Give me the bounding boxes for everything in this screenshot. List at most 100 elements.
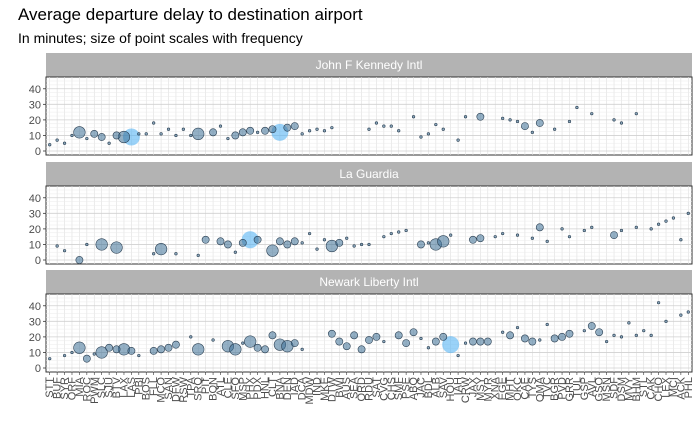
data-point	[656, 301, 661, 305]
data-point	[261, 345, 269, 354]
data-point	[218, 124, 223, 128]
data-point	[107, 141, 111, 145]
data-point	[649, 333, 653, 337]
chart-subtitle: In minutes; size of point scales with fr…	[18, 30, 303, 46]
x-tick-label: ABQ	[408, 377, 420, 401]
data-point	[172, 340, 180, 349]
data-point	[560, 227, 564, 231]
x-tick-label: BWI	[334, 377, 346, 398]
x-tick-label: PVD	[557, 377, 569, 400]
data-point	[419, 336, 423, 341]
data-point	[508, 118, 512, 122]
data-point	[431, 337, 440, 346]
data-point	[159, 132, 163, 136]
x-tick-label: SAN	[163, 377, 175, 400]
x-tick-label: STT	[44, 377, 56, 398]
x-tick-label: TUL	[571, 377, 583, 398]
data-point	[266, 244, 279, 257]
data-point	[283, 123, 292, 132]
data-point	[315, 247, 319, 251]
data-point	[112, 345, 121, 354]
x-tick-label: SEA	[349, 376, 361, 399]
x-tick-label: PDX	[252, 376, 264, 399]
x-tick-label: MSN	[601, 377, 613, 402]
x-tick-label: MCI	[668, 377, 680, 397]
x-tick-label: BNA	[274, 376, 286, 399]
data-point	[105, 343, 114, 352]
data-point	[463, 115, 468, 119]
x-tick-label: DSM	[616, 377, 628, 401]
x-tick-label: PHL	[683, 377, 695, 398]
facet-strip-label: La Guardia	[339, 167, 399, 181]
data-point	[357, 345, 366, 354]
x-tick-label: CVG	[378, 377, 390, 401]
x-tick-label: CLE	[222, 377, 234, 398]
data-point	[521, 122, 529, 131]
data-point	[110, 241, 123, 254]
data-point	[382, 235, 386, 239]
x-tick-label: ALB	[430, 377, 442, 398]
data-point	[253, 235, 262, 244]
y-tick-label: 10	[29, 239, 41, 251]
y-tick-label: 40	[29, 301, 41, 313]
data-point	[112, 131, 121, 140]
data-point	[493, 235, 497, 239]
data-point	[192, 127, 205, 140]
data-point	[545, 239, 549, 243]
x-tick-label: TVC	[542, 377, 554, 399]
data-point	[372, 332, 381, 341]
x-tick-label: LAS	[126, 377, 138, 398]
x-tick-label: CAK	[646, 376, 658, 399]
y-tick-label: 0	[35, 146, 41, 158]
data-point	[181, 127, 185, 131]
data-point	[82, 354, 91, 363]
data-point	[48, 357, 52, 361]
x-tick-label: CRW	[460, 376, 472, 403]
data-point	[521, 334, 529, 343]
data-point	[224, 240, 232, 249]
data-point	[209, 128, 217, 137]
data-point	[75, 256, 84, 264]
data-point	[627, 321, 631, 325]
facet-strip-label: Newark Liberty Intl	[319, 275, 418, 289]
chart-title: Average departure delay to destination a…	[18, 5, 363, 24]
data-point	[587, 322, 596, 330]
facet-strip	[46, 53, 692, 77]
data-point	[437, 235, 450, 248]
x-tick-label: MSY	[475, 376, 487, 401]
data-point	[300, 241, 304, 245]
x-tick-label: MVY	[623, 376, 635, 401]
x-tick-label: MIA	[74, 376, 86, 396]
data-point	[97, 133, 106, 141]
data-point	[352, 244, 356, 248]
data-point	[535, 119, 544, 127]
data-point	[154, 243, 168, 256]
data-point	[501, 330, 505, 334]
data-point	[149, 346, 158, 355]
data-point	[85, 242, 89, 247]
data-point	[409, 328, 418, 337]
x-tick-label: ORD	[356, 377, 368, 402]
data-point	[233, 250, 237, 254]
data-point	[216, 237, 225, 246]
data-point	[426, 132, 431, 136]
data-point	[515, 325, 520, 330]
data-point	[419, 135, 423, 139]
x-tick-label: JAX	[467, 376, 479, 397]
data-point	[189, 133, 193, 138]
x-tick-label: MCO	[156, 377, 168, 403]
x-tick-label: BQN	[208, 377, 220, 401]
data-point	[275, 237, 284, 246]
x-tick-label: BUF	[52, 377, 64, 399]
data-point	[619, 335, 624, 339]
data-point	[535, 223, 544, 232]
data-point	[95, 238, 108, 251]
data-point	[612, 333, 616, 337]
data-point	[442, 336, 460, 354]
y-tick-label: 30	[29, 99, 41, 111]
data-point	[590, 225, 594, 229]
data-point	[55, 244, 59, 248]
data-point	[55, 138, 59, 142]
data-point	[567, 235, 572, 239]
data-point	[530, 236, 534, 240]
